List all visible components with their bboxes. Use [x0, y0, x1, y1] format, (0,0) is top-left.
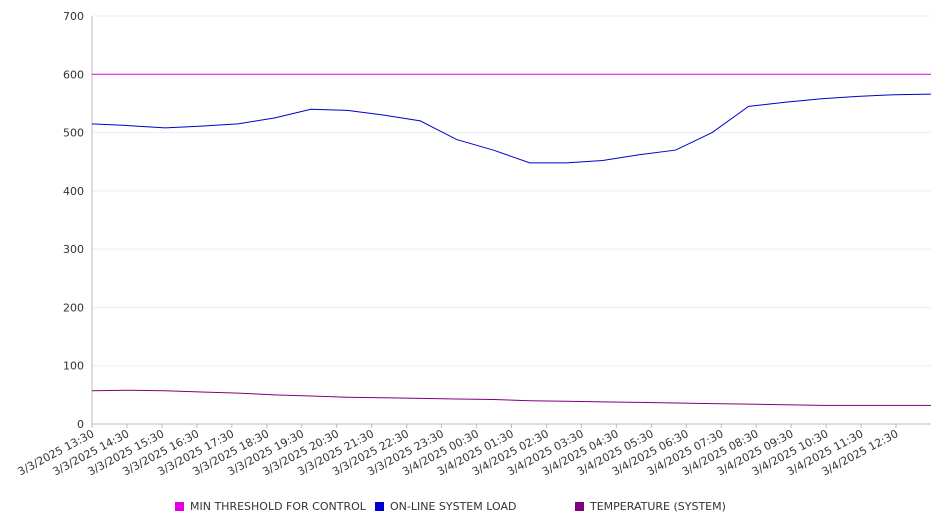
y-tick-label: 500	[63, 127, 84, 140]
legend-item-load: ON-LINE SYSTEM LOAD	[375, 499, 516, 513]
legend-swatch-load	[375, 501, 384, 511]
legend-item-threshold: MIN THRESHOLD FOR CONTROL	[175, 499, 366, 513]
x-tick-labels: 3/3/2025 13:303/3/2025 14:303/3/2025 15:…	[16, 424, 900, 478]
series-lines	[91, 73, 932, 406]
axes	[91, 16, 931, 425]
legend-label-threshold: MIN THRESHOLD FOR CONTROL	[190, 499, 366, 513]
legend-swatch-temperature	[575, 501, 584, 511]
y-tick-label: 400	[63, 185, 84, 198]
y-tick-label: 100	[63, 360, 84, 373]
legend-label-load: ON-LINE SYSTEM LOAD	[390, 499, 517, 513]
y-tick-label: 0	[77, 418, 84, 431]
legend-swatch-threshold	[175, 501, 184, 511]
y-tick-label: 600	[63, 68, 84, 81]
series-line-1	[91, 93, 932, 164]
y-tick-label: 200	[63, 301, 84, 314]
y-tick-labels: 0 100 200 300 400 500 600 700	[63, 10, 84, 431]
grid-lines	[92, 15, 931, 367]
y-tick-label: 700	[63, 10, 84, 23]
legend-label-temperature: TEMPERATURE (SYSTEM)	[590, 499, 726, 513]
series-line-2	[91, 389, 931, 406]
legend-item-temperature: TEMPERATURE (SYSTEM)	[575, 499, 726, 513]
y-tick-label: 300	[63, 243, 84, 256]
